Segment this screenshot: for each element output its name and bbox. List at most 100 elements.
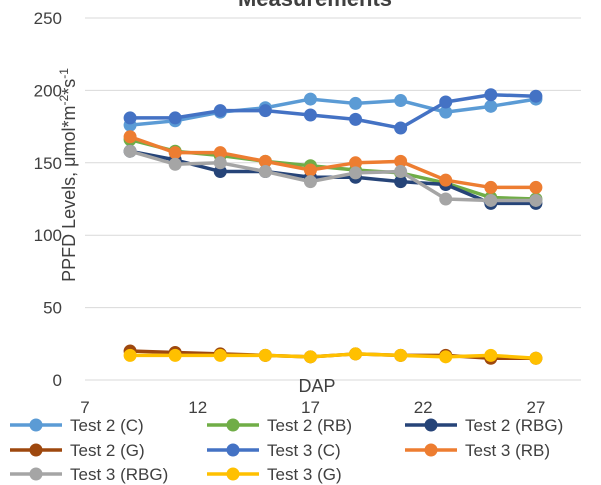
legend-item: Test 3 (C) [207, 441, 341, 460]
data-point [529, 180, 543, 194]
data-point [349, 96, 363, 110]
data-point [213, 348, 227, 362]
data-point [168, 146, 182, 160]
legend-label: Test 2 (G) [70, 441, 145, 460]
data-point [529, 193, 543, 207]
y-tick-label: 200 [34, 81, 62, 100]
data-point [529, 351, 543, 365]
data-point [529, 89, 543, 103]
x-tick-label: 12 [188, 398, 207, 417]
legend-item: Test 3 (RB) [405, 441, 550, 460]
legend-label: Test 3 (RB) [465, 441, 550, 460]
data-point [439, 173, 453, 187]
data-point [484, 88, 498, 102]
data-point [303, 108, 317, 122]
data-point [168, 157, 182, 171]
data-point [484, 193, 498, 207]
x-axis-title: DAP [298, 376, 335, 396]
data-point [258, 104, 272, 118]
legend-label: Test 3 (RBG) [70, 465, 168, 484]
data-point [439, 192, 453, 206]
data-point [123, 111, 137, 125]
series-7 [123, 144, 543, 207]
data-point [484, 99, 498, 113]
legend-item: Test 2 (RB) [207, 416, 352, 435]
legend-swatch-marker [424, 443, 438, 457]
x-tick-label: 7 [80, 398, 89, 417]
y-tick-labels: 0 50 100 150 200 250 [34, 9, 62, 390]
y-tick-label: 250 [34, 9, 62, 28]
legend-item: Test 2 (C) [10, 416, 144, 435]
y-tick-label: 0 [53, 371, 62, 390]
data-point [484, 348, 498, 362]
data-point [303, 92, 317, 106]
chart-title: Measurements [238, 0, 392, 11]
legend-swatch-marker [226, 443, 240, 457]
y-axis-title-sup2: -1 [57, 68, 71, 79]
data-point [168, 348, 182, 362]
data-point [349, 347, 363, 361]
data-point [394, 121, 408, 135]
y-tick-label: 150 [34, 154, 62, 173]
legend-item: Test 3 (G) [207, 465, 342, 484]
data-point [168, 111, 182, 125]
data-point [123, 348, 137, 362]
series-line [129, 135, 536, 190]
data-point [123, 144, 137, 158]
series-2 [123, 133, 543, 206]
series-5 [123, 88, 543, 135]
legend-item: Test 2 (G) [10, 441, 145, 460]
series-line [129, 97, 537, 127]
y-axis-title-main: PPFD Levels, μmol*m [59, 105, 79, 281]
legend-swatch-marker [226, 418, 240, 432]
y-axis-title-mid: *s [59, 79, 79, 95]
series-6 [123, 130, 543, 194]
data-point [303, 163, 317, 177]
legend: Test 2 (C) Test 2 (RB) Test 2 (RBG) Test 2 … [10, 416, 563, 484]
data-point [439, 95, 453, 109]
data-point [484, 180, 498, 194]
data-point [439, 105, 453, 119]
data-point [213, 104, 227, 118]
y-axis-title-sup1: -2 [57, 94, 71, 105]
series-1 [123, 92, 543, 132]
legend-swatch-marker [29, 443, 43, 457]
x-tick-label: 17 [301, 398, 320, 417]
x-tick-label: 27 [526, 398, 545, 417]
data-point [303, 350, 317, 364]
series-line [129, 137, 536, 201]
data-point [213, 146, 227, 160]
x-tick-labels: 7 12 17 22 27 [80, 398, 545, 417]
x-tick-label: 22 [414, 398, 433, 417]
legend-label: Test 3 (C) [267, 441, 341, 460]
data-point [394, 348, 408, 362]
series-8 [123, 347, 543, 365]
legend-swatch-marker [424, 418, 438, 432]
data-point [349, 156, 363, 170]
data-point [258, 154, 272, 168]
legend-label: Test 2 (RBG) [465, 416, 563, 435]
data-point [349, 166, 363, 180]
legend-swatch-marker [226, 467, 240, 481]
y-axis-title: PPFD Levels, μmol*m-2*s-1 [57, 68, 79, 282]
data-point [123, 130, 137, 144]
legend-item: Test 2 (RBG) [405, 416, 563, 435]
y-tick-label: 50 [43, 299, 62, 318]
data-point [303, 175, 317, 189]
legend-swatch-marker [29, 418, 43, 432]
legend-label: Test 2 (RB) [267, 416, 352, 435]
series-line [129, 149, 536, 203]
data-point [394, 94, 408, 108]
data-point [258, 348, 272, 362]
legend-label: Test 2 (C) [70, 416, 144, 435]
data-point [349, 112, 363, 126]
y-tick-label: 100 [34, 226, 62, 245]
data-point [394, 164, 408, 178]
data-point [394, 154, 408, 168]
data-point [394, 175, 408, 189]
legend-swatch-marker [29, 467, 43, 481]
legend-label: Test 3 (G) [267, 465, 342, 484]
series-line [130, 92, 536, 130]
data-point [258, 164, 272, 178]
